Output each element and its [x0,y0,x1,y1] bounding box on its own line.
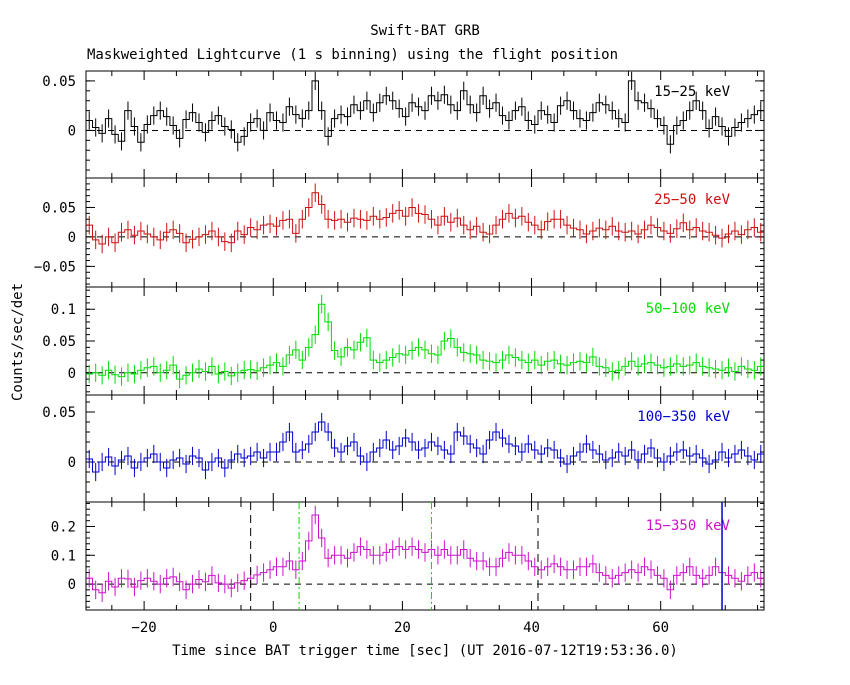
series-line [86,303,764,380]
y-tick-label: 0 [68,577,76,593]
band-label: 15−350 keV [646,518,731,534]
panels-group: 0 0.05 15−25 keV −0.05 0 0.05 25−50 keV 0 0.05 0.… [34,70,765,636]
x-axis-label: Time since BAT trigger time [sec] (UT 20… [172,643,678,659]
x-tick-label: −20 [131,620,156,636]
band-label: 50−100 keV [646,301,731,317]
panel-15-350-kev: 0 0.1 0.2 15−350 keV −20 0 20 40 60 [51,501,765,636]
panel-100-350-kev: 0 0.05 100−350 keV [42,394,765,503]
panel-25-50-kev: −0.05 0 0.05 25−50 keV [34,177,765,288]
chart-subtitle: Maskweighted Lightcurve (1 s binning) us… [87,47,618,63]
series-line [86,80,764,145]
y-axis-label: Counts/sec/det [10,283,26,401]
y-tick-label: 0 [68,230,76,246]
x-tick-label: 0 [269,620,277,636]
y-tick-label: 0.1 [51,548,76,564]
band-label: 25−50 keV [654,192,730,208]
series-line [86,421,764,473]
y-tick-label: 0.05 [42,405,76,421]
x-tick-label: 20 [394,620,411,636]
series-line [86,514,764,594]
x-tick-label: 60 [652,620,669,636]
panel-50-100-kev: 0 0.05 0.1 50−100 keV [42,286,765,396]
band-label: 100−350 keV [637,409,730,425]
y-tick-label: 0.05 [42,74,76,90]
x-tick-label: 40 [523,620,540,636]
y-tick-label: 0.2 [51,519,76,535]
y-tick-label: 0.05 [42,200,76,216]
series-line [86,192,764,245]
y-tick-label: 0 [68,123,76,139]
panel-frame [85,501,765,611]
band-label: 15−25 keV [654,84,730,100]
panel-15-25-kev: 0 0.05 15−25 keV [42,70,765,179]
y-tick-label: −0.05 [34,259,76,275]
chart-title: Swift-BAT GRB [370,23,480,39]
y-tick-label: 0 [68,455,76,471]
y-tick-label: 0.05 [42,334,76,350]
y-tick-label: 0.1 [51,302,76,318]
y-tick-label: 0 [68,366,76,382]
